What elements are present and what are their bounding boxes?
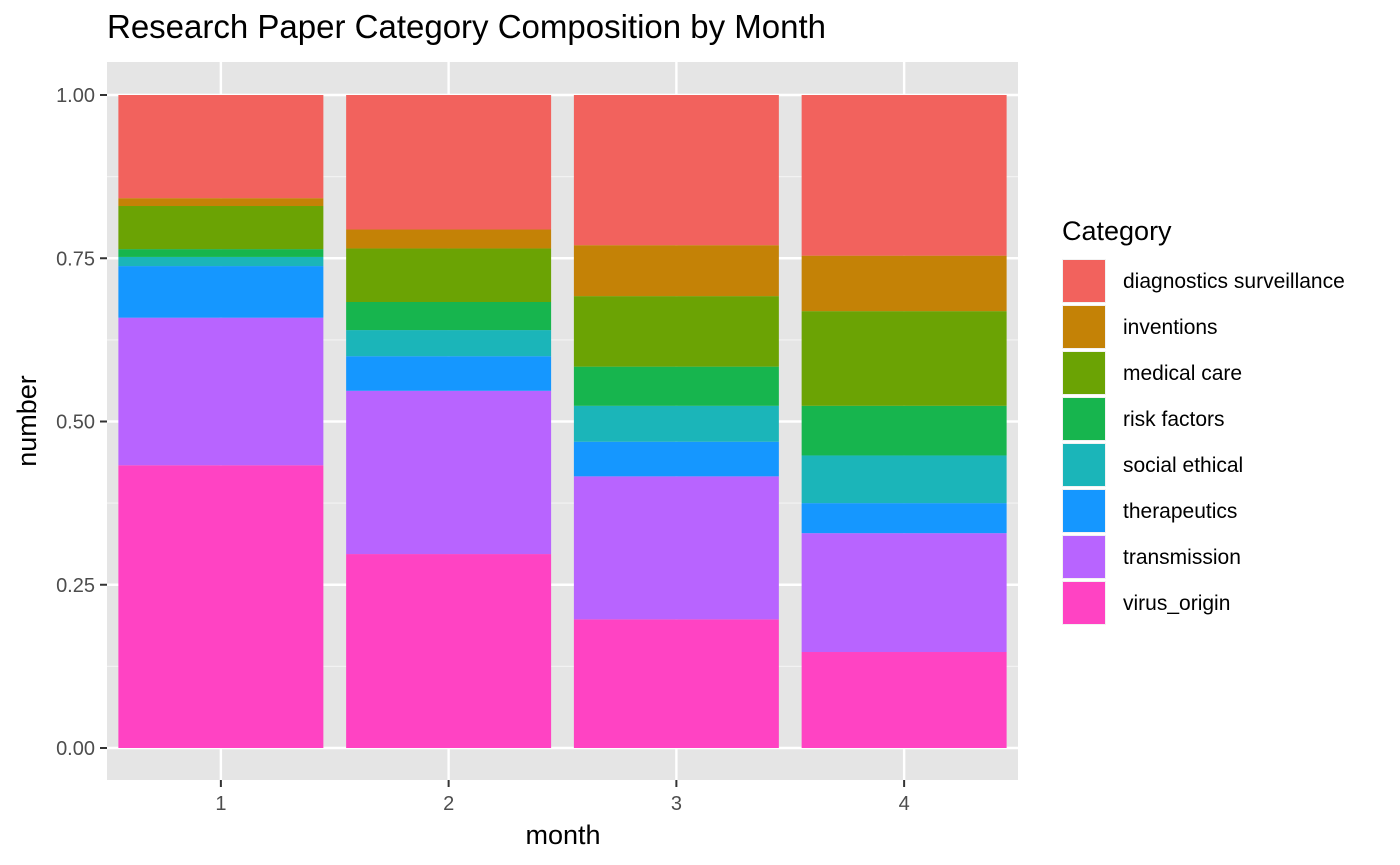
legend-label: social ethical [1123, 454, 1243, 477]
bar-segment-diagnostics-surveillance-month-3 [573, 95, 779, 246]
bar-segment-medical-care-month-4 [801, 311, 1007, 406]
x-tick-label: 4 [899, 793, 910, 815]
legend: Category diagnostics surveillance inventi… [1062, 216, 1345, 625]
legend-swatch [1063, 398, 1105, 440]
bar-segment-inventions-month-4 [801, 255, 1007, 312]
x-axis-title: month [525, 820, 600, 850]
bar-segment-virus-origin-month-3 [573, 619, 779, 748]
y-tick-label: 0.50 [56, 412, 95, 434]
y-tick-label: 0.25 [56, 575, 95, 597]
legend-swatch [1063, 582, 1105, 624]
legend-label: therapeutics [1123, 500, 1237, 523]
legend-label: diagnostics surveillance [1123, 270, 1345, 293]
legend-swatch [1063, 490, 1105, 532]
legend-label: medical care [1123, 362, 1242, 385]
legend-swatch [1063, 306, 1105, 348]
y-tick-label: 1.00 [56, 85, 95, 107]
bar-segment-virus-origin-month-4 [801, 652, 1007, 748]
bar-segment-social-ethical-month-1 [118, 256, 324, 267]
bar-segment-therapeutics-month-4 [801, 503, 1007, 534]
bar-segment-virus-origin-month-2 [346, 554, 552, 748]
x-tick-label: 3 [671, 793, 682, 815]
bar-segment-risk-factors-month-3 [573, 366, 779, 406]
legend-title: Category [1062, 216, 1172, 246]
bar-segment-transmission-month-2 [346, 390, 552, 555]
bar-segment-social-ethical-month-3 [573, 405, 779, 442]
bar-segment-transmission-month-1 [118, 317, 324, 466]
bar-segment-risk-factors-month-1 [118, 249, 324, 257]
bar-segment-diagnostics-surveillance-month-4 [801, 95, 1007, 256]
y-axis-title: number [12, 375, 42, 467]
legend-swatch [1063, 444, 1105, 486]
legend-label: inventions [1123, 316, 1218, 339]
legend-swatch [1063, 352, 1105, 394]
legend-label: risk factors [1123, 408, 1225, 431]
y-tick-label: 0.00 [56, 738, 95, 760]
x-axis: 1 2 3 4 [215, 780, 910, 815]
bar-segment-therapeutics-month-3 [573, 441, 779, 477]
bar-segment-therapeutics-month-2 [346, 356, 552, 391]
legend-swatch [1063, 260, 1105, 302]
bar-segment-risk-factors-month-4 [801, 405, 1007, 456]
bar-segment-inventions-month-3 [573, 245, 779, 297]
bar-segment-medical-care-month-2 [346, 248, 552, 303]
bar-segment-therapeutics-month-1 [118, 266, 324, 318]
bar-segment-medical-care-month-1 [118, 206, 324, 250]
y-axis: 0.00 0.25 0.50 0.75 1.00 [56, 85, 107, 760]
bar-segment-transmission-month-3 [573, 476, 779, 620]
bar-segment-inventions-month-1 [118, 198, 324, 207]
chart-title: Research Paper Category Composition by M… [107, 8, 826, 45]
bar-segment-medical-care-month-3 [573, 296, 779, 367]
y-tick-label: 0.75 [56, 248, 95, 270]
bar-segment-diagnostics-surveillance-month-2 [346, 95, 552, 230]
x-tick-label: 1 [215, 793, 226, 815]
bar-segment-inventions-month-2 [346, 229, 552, 249]
bars [118, 95, 1007, 748]
bar-segment-risk-factors-month-2 [346, 302, 552, 331]
legend-label: virus_origin [1123, 592, 1230, 615]
x-tick-label: 2 [443, 793, 454, 815]
bar-segment-virus-origin-month-1 [118, 465, 324, 748]
legend-label: transmission [1123, 546, 1241, 569]
bar-segment-transmission-month-4 [801, 533, 1007, 653]
bar-segment-diagnostics-surveillance-month-1 [118, 95, 324, 199]
bar-segment-social-ethical-month-2 [346, 330, 552, 357]
bar-segment-social-ethical-month-4 [801, 455, 1007, 504]
legend-swatch [1063, 536, 1105, 578]
